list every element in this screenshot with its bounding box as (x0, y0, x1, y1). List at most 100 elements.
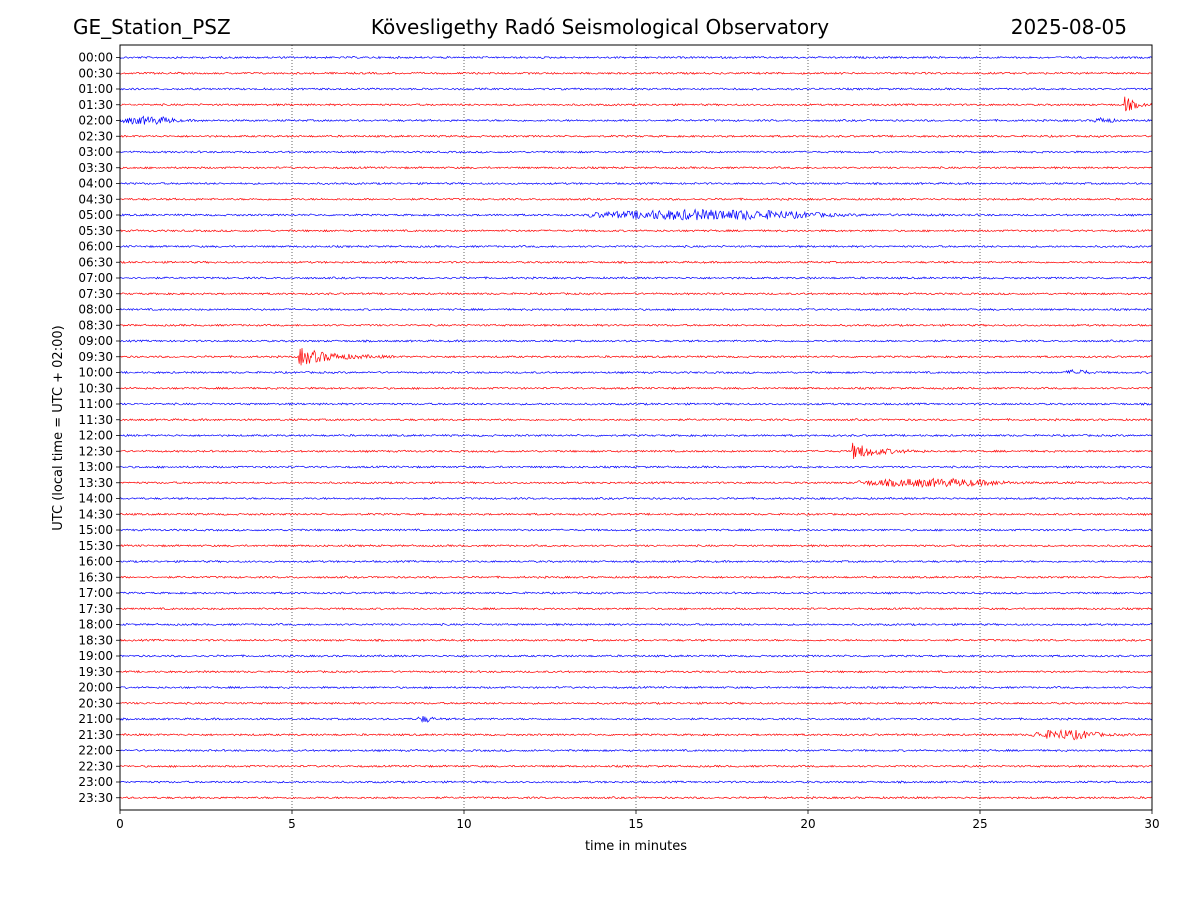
trace-0930 (119, 348, 1153, 366)
trace-0700 (119, 276, 1153, 280)
x-axis-label: time in minutes (585, 839, 687, 854)
trace-1200 (119, 433, 1153, 438)
y-tick-label-1230: 12:30 (78, 444, 113, 458)
trace-1430 (119, 512, 1153, 516)
trace-2100 (119, 716, 1153, 724)
y-tick-label-0700: 07:00 (78, 271, 113, 285)
y-tick-label-0030: 00:30 (78, 66, 113, 80)
x-tick-label-20: 20 (800, 817, 815, 831)
trace-1800 (119, 622, 1153, 627)
trace-1900 (119, 654, 1153, 658)
y-tick-label-0900: 09:00 (78, 334, 113, 348)
y-axis-label: UTC (local time = UTC + 02:00) (51, 325, 66, 530)
date-title: 2025-08-05 (1010, 15, 1127, 39)
trace-0300 (119, 150, 1153, 154)
y-tick-label-0930: 09:30 (78, 350, 113, 364)
x-axis: 0 5 10 15 20 25 30 (116, 810, 1160, 831)
y-tick-label-2000: 20:00 (78, 681, 113, 695)
y-tick-label-1500: 15:00 (78, 523, 113, 537)
trace-0330 (119, 166, 1153, 170)
y-tick-label-2130: 21:30 (78, 728, 113, 742)
trace-1000 (119, 368, 1153, 375)
trace-2030 (119, 701, 1153, 705)
y-tick-label-0230: 02:30 (78, 129, 113, 143)
y-tick-label-2330: 23:30 (78, 791, 113, 805)
trace-0900 (119, 339, 1153, 343)
trace-1930 (119, 669, 1153, 674)
y-tick-label-0130: 01:30 (78, 98, 113, 112)
y-tick-label-1900: 19:00 (78, 649, 113, 663)
y-tick-label-0300: 03:00 (78, 145, 113, 159)
y-tick-label-1800: 18:00 (78, 618, 113, 632)
y-tick-label-1130: 11:30 (78, 413, 113, 427)
trace-0230 (119, 134, 1153, 138)
y-tick-label-1630: 16:30 (78, 570, 113, 584)
trace-2200 (119, 748, 1153, 753)
trace-1330 (119, 477, 1153, 488)
trace-0100 (119, 87, 1153, 91)
trace-1230 (119, 442, 1153, 460)
y-tick-label-0730: 07:30 (78, 287, 113, 301)
y-tick-label-0000: 00:00 (78, 51, 113, 65)
trace-1730 (119, 606, 1153, 611)
trace-1300 (119, 465, 1153, 469)
trace-2000 (119, 685, 1153, 690)
trace-0200 (119, 115, 1153, 125)
trace-1030 (119, 386, 1153, 390)
y-tick-label-1530: 15:30 (78, 539, 113, 553)
y-tick-label-0800: 08:00 (78, 303, 113, 317)
y-tick-label-2230: 22:30 (78, 759, 113, 773)
y-tick-label-0100: 01:00 (78, 82, 113, 96)
y-tick-label-1330: 13:30 (78, 476, 113, 490)
trace-1700 (119, 591, 1153, 595)
trace-0600 (119, 244, 1153, 249)
trace-0400 (119, 181, 1153, 186)
trace-0500 (119, 208, 1153, 221)
trace-0430 (119, 197, 1153, 201)
trace-0730 (119, 291, 1153, 296)
trace-0830 (119, 323, 1153, 327)
trace-1530 (119, 544, 1153, 548)
y-tick-label-1730: 17:30 (78, 602, 113, 616)
y-tick-label-0200: 02:00 (78, 114, 113, 128)
y-tick-label-1600: 16:00 (78, 555, 113, 569)
trace-0630 (119, 260, 1153, 265)
trace-1830 (119, 638, 1153, 643)
y-tick-label-2200: 22:00 (78, 744, 113, 758)
trace-2230 (119, 764, 1153, 768)
observatory-title: Kövesligethy Radó Seismological Observat… (370, 15, 830, 39)
y-tick-label-1030: 10:30 (78, 381, 113, 395)
trace-1500 (119, 528, 1153, 532)
trace-1630 (119, 575, 1153, 579)
trace-1600 (119, 559, 1153, 564)
y-tick-label-1000: 10:00 (78, 366, 113, 380)
y-tick-label-0500: 05:00 (78, 208, 113, 222)
trace-layer (119, 55, 1153, 800)
station-title: GE_Station_PSZ (73, 15, 231, 39)
y-tick-label-0630: 06:30 (78, 255, 113, 269)
trace-0000 (119, 55, 1153, 60)
y-tick-label-2100: 21:00 (78, 712, 113, 726)
y-tick-label-0400: 04:00 (78, 177, 113, 191)
x-tick-label-10: 10 (456, 817, 471, 831)
y-tick-label-1700: 17:00 (78, 586, 113, 600)
y-tick-label-0330: 03:30 (78, 161, 113, 175)
trace-1400 (119, 496, 1153, 501)
y-tick-label-2030: 20:30 (78, 696, 113, 710)
trace-2300 (119, 780, 1153, 784)
y-tick-label-1400: 14:00 (78, 492, 113, 506)
trace-0030 (119, 71, 1153, 75)
trace-1130 (119, 417, 1153, 422)
x-tick-label-5: 5 (288, 817, 296, 831)
trace-2130 (119, 728, 1153, 741)
y-tick-label-0530: 05:30 (78, 224, 113, 238)
x-tick-label-25: 25 (972, 817, 987, 831)
trace-0800 (119, 307, 1153, 312)
y-tick-label-1430: 14:30 (78, 507, 113, 521)
trace-1100 (119, 402, 1153, 406)
x-tick-label-30: 30 (1144, 817, 1159, 831)
y-tick-label-0600: 06:00 (78, 240, 113, 254)
y-tick-label-0830: 08:30 (78, 318, 113, 332)
